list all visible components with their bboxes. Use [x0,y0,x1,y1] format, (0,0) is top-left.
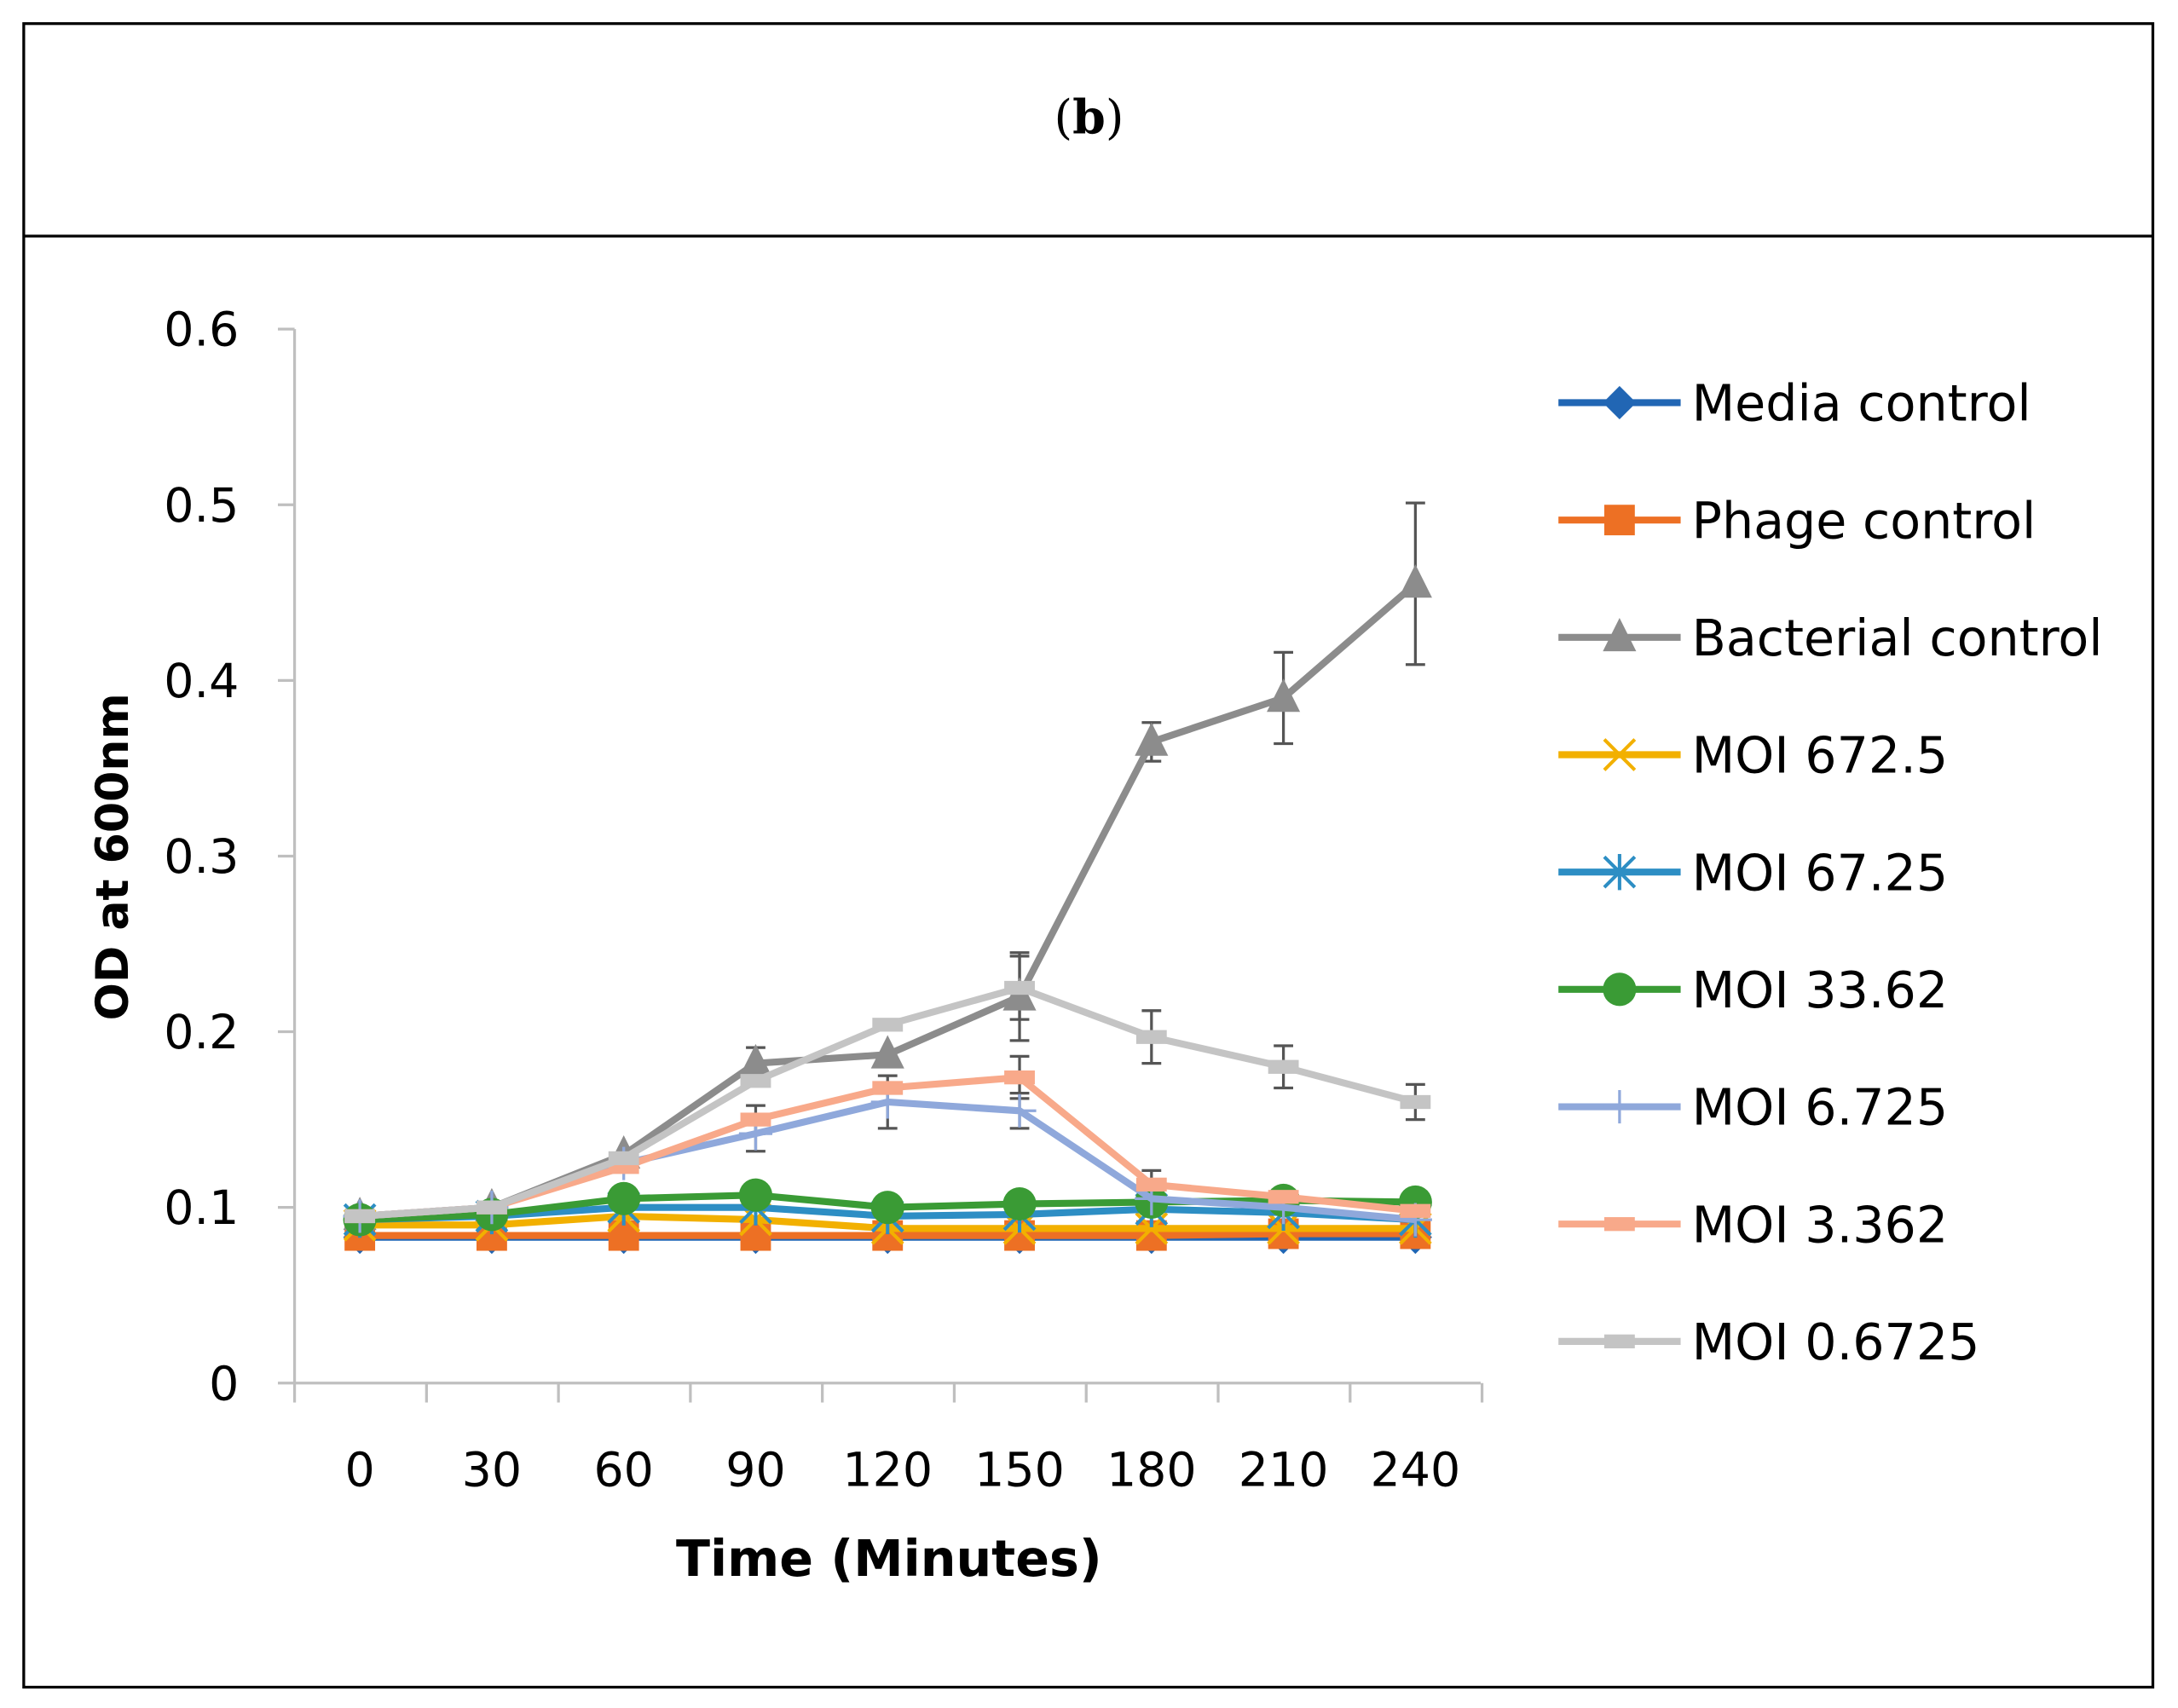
data-point [344,1209,376,1224]
legend-label: MOI 67.25 [1692,844,1949,902]
legend-entry: MOI 67.25 [1558,844,1948,902]
legend-label: Bacterial control [1692,609,2103,667]
y-tick-label: 0.6 [164,303,239,358]
series-lines [343,564,1432,1255]
y-tick-label: 0.2 [164,1006,239,1060]
data-point [1268,1190,1299,1204]
legend-label: MOI 3.362 [1692,1196,1949,1254]
legend-entry: Media control [1558,375,2031,433]
data-point [1398,564,1432,598]
data-point [1603,853,1637,891]
data-point [1004,1070,1035,1085]
data-point [1603,618,1637,652]
panel-label: (b) [1054,89,1124,145]
data-point [1400,1094,1431,1110]
data-point [738,1043,773,1077]
data-point [1603,1334,1635,1349]
legend-label: MOI 672.5 [1692,727,1949,785]
data-point [1603,972,1637,1007]
data-point [870,1191,904,1225]
legend-entry: Phage control [1558,492,2036,550]
data-point [476,1200,507,1215]
y-axis-label: OD at 600nm [88,693,139,1020]
data-point [1400,1203,1431,1218]
legend-entry: Bacterial control [1558,609,2103,667]
data-point [1603,505,1635,536]
data-point [872,1081,904,1095]
data-point [608,1151,639,1166]
legend-entry: MOI 0.6725 [1558,1313,1979,1371]
x-tick-label: 180 [1106,1443,1197,1497]
legend-entry: MOI 672.5 [1558,727,1948,785]
legend-entry: MOI 33.62 [1558,961,1948,1019]
legend-label: MOI 33.62 [1692,961,1949,1019]
series-moi-0-6725 [344,980,1431,1224]
data-point [607,1181,641,1215]
data-point [738,1178,773,1212]
data-point [1002,1093,1037,1128]
axes: 0 0.1 0.2 0.3 0.4 0.5 0.6 0 30 60 90 120 150 180 210 24… [164,303,1484,1497]
legend-label: MOI 0.6725 [1692,1313,1980,1371]
data-point [1603,1217,1635,1232]
x-axis-label: Time (Minutes) [676,1530,1102,1588]
data-point [1135,722,1169,756]
x-tick-label: 0 [345,1443,375,1497]
x-tick-label: 90 [725,1443,785,1497]
x-tick-label: 60 [593,1443,653,1497]
data-point [1268,1059,1299,1074]
data-point [870,1035,904,1069]
x-tick-label: 210 [1239,1443,1329,1497]
x-tick-label: 150 [974,1443,1065,1497]
data-point [1135,1177,1167,1192]
x-tick-label: 240 [1371,1443,1461,1497]
legend-label: Phage control [1692,492,2036,550]
y-tick-label: 0.1 [164,1181,239,1236]
y-tick-label: 0.3 [164,830,239,885]
legend-entry: MOI 6.725 [1558,1079,1948,1137]
legend-label: Media control [1692,375,2031,433]
data-point [1267,678,1301,713]
data-point [740,1074,771,1088]
legend: Media control Phage control Bacterial cont… [1558,375,2103,1371]
data-point [872,1018,904,1032]
y-tick-label: 0.5 [164,479,239,534]
data-point [1135,1030,1167,1044]
data-point [1603,385,1637,420]
y-tick-label: 0 [209,1357,239,1411]
data-point [1603,1089,1637,1124]
x-tick-label: 30 [462,1443,522,1497]
legend-entry: MOI 3.362 [1558,1196,1948,1254]
data-point [740,1112,771,1127]
data-point [1002,1186,1037,1221]
legend-label: MOI 6.725 [1692,1079,1949,1137]
panel-frame [22,22,2155,1689]
y-tick-label: 0.4 [164,655,239,709]
data-point [1603,738,1637,771]
x-tick-label: 120 [842,1443,933,1497]
data-point [1004,980,1035,995]
